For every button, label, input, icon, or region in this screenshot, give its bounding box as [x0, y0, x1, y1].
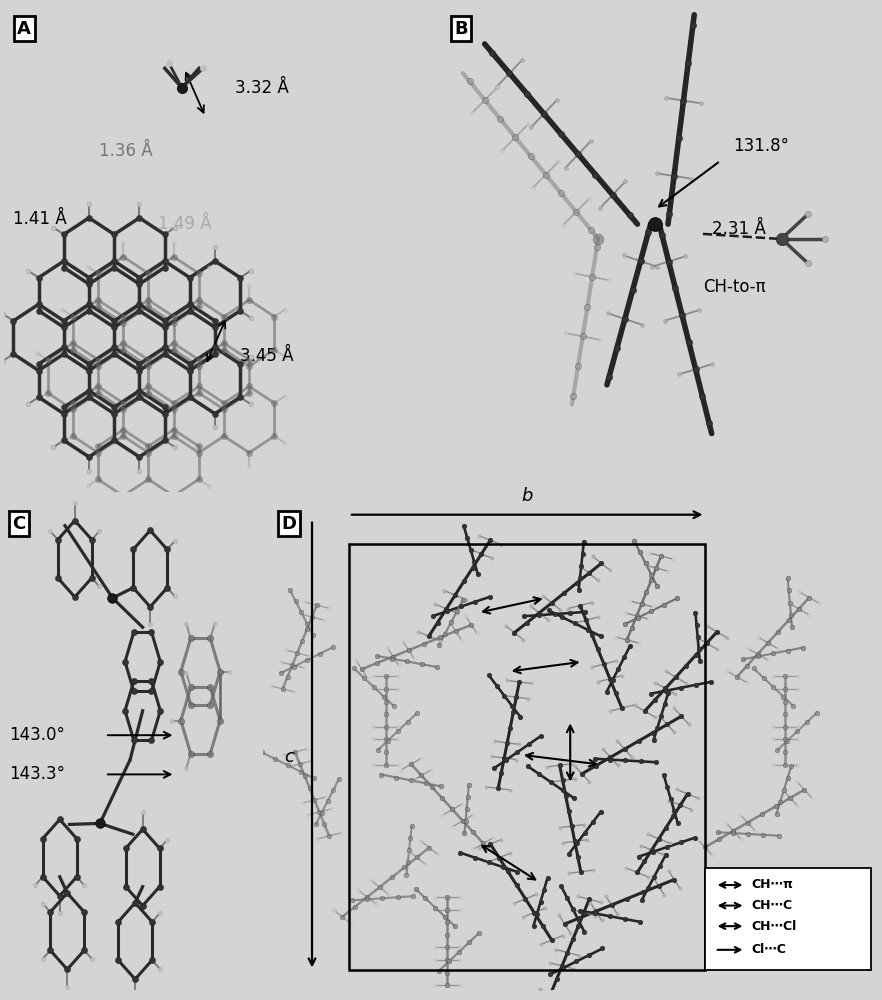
Text: c: c — [284, 748, 294, 766]
Text: 3.45 Å: 3.45 Å — [240, 347, 294, 365]
Text: 1.49 Å: 1.49 Å — [159, 215, 212, 233]
Text: 143.0°: 143.0° — [10, 726, 65, 744]
Text: 1.36 Å: 1.36 Å — [99, 142, 153, 160]
Text: B: B — [454, 20, 467, 38]
Text: C: C — [12, 515, 26, 533]
Text: 3.32 Å: 3.32 Å — [235, 79, 289, 97]
Text: CH⋯Cl: CH⋯Cl — [751, 920, 796, 933]
Text: A: A — [18, 20, 31, 38]
Text: 131.8°: 131.8° — [734, 137, 789, 155]
Bar — [349, 544, 706, 970]
Text: b: b — [521, 487, 533, 505]
Text: CH-to-π: CH-to-π — [703, 278, 766, 296]
Text: CH⋯π: CH⋯π — [751, 878, 794, 891]
Text: 1.41 Å: 1.41 Å — [13, 210, 67, 228]
Bar — [706, 867, 871, 970]
Text: 2.31 Å: 2.31 Å — [712, 220, 766, 238]
Text: Cl⋯C: Cl⋯C — [751, 943, 787, 956]
Text: CH⋯C: CH⋯C — [751, 899, 793, 912]
Text: 143.3°: 143.3° — [10, 765, 65, 783]
Text: D: D — [281, 515, 296, 533]
